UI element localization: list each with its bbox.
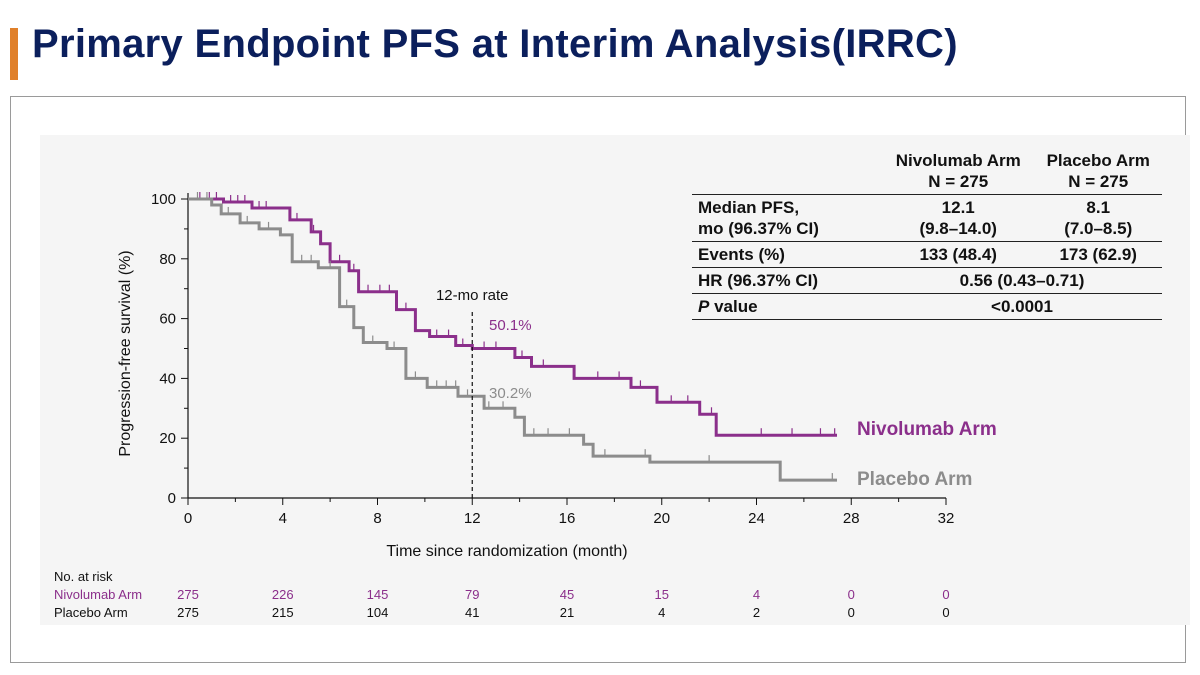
median-pfs-label: Median PFS, mo (96.37% CI)	[692, 194, 882, 242]
placebo-survival-curve	[188, 197, 837, 482]
risk-row-label-nivolumab: Nivolumab Arm	[54, 587, 143, 602]
y-axis-label: Progression-free survival (%)	[117, 250, 134, 456]
summary-header-placebo-line2: N = 275	[1068, 172, 1129, 191]
x-tick-label: 0	[184, 510, 192, 527]
y-tick-label: 60	[159, 311, 176, 328]
title-accent-bar	[10, 28, 18, 80]
x-tick-label: 16	[559, 510, 576, 527]
risk-value-nivolumab: 0	[847, 587, 855, 602]
risk-value-nivolumab: 45	[559, 587, 575, 602]
risk-value-placebo: 0	[942, 605, 950, 620]
slide-title: Primary Endpoint PFS at Interim Analysis…	[32, 22, 958, 66]
risk-value-nivolumab: 275	[177, 587, 199, 602]
y-tick-label: 0	[168, 490, 176, 507]
x-tick-label: 8	[373, 510, 381, 527]
x-tick-label: 24	[748, 510, 765, 527]
nivolumab-12mo-rate: 50.1%	[489, 317, 532, 334]
median-pfs-nivolumab: 12.1 (9.8–14.0)	[882, 194, 1035, 242]
p-value-label-italic: P	[698, 297, 710, 316]
risk-value-nivolumab: 15	[654, 587, 669, 602]
risk-value-placebo: 2	[752, 605, 761, 620]
risk-value-placebo: 275	[177, 605, 199, 620]
risk-value-placebo: 21	[559, 605, 575, 620]
chart-series-layer	[188, 192, 837, 482]
risk-value-placebo: 0	[847, 605, 855, 620]
x-axis-label: Time since randomization (month)	[386, 543, 627, 560]
summary-header-placebo-line1: Placebo Arm	[1046, 151, 1150, 170]
chart-annotation-layer: 12-mo rate 50.1% 30.2% Nivolumab Arm Placebo…	[436, 287, 997, 498]
placebo-end-label: Placebo Arm	[857, 469, 972, 490]
median-pfs-label-line1: Median PFS,	[698, 198, 800, 217]
summary-row-p-value: P value <0.0001	[692, 293, 1162, 320]
risk-value-nivolumab: 145	[366, 587, 389, 602]
summary-header-nivolumab: Nivolumab Arm N = 275	[882, 148, 1034, 195]
summary-header-placebo: Placebo Arm N = 275	[1034, 148, 1162, 195]
p-value: <0.0001	[882, 293, 1162, 320]
events-placebo: 173 (62.9)	[1034, 241, 1162, 268]
risk-value-nivolumab: 0	[942, 587, 950, 602]
events-label: Events (%)	[692, 241, 882, 268]
risk-value-nivolumab: 4	[752, 587, 761, 602]
p-value-label-rest: value	[709, 297, 758, 316]
p-value-label: P value	[692, 293, 882, 320]
summary-header-nivolumab-line1: Nivolumab Arm	[895, 151, 1021, 170]
x-tick-label: 28	[843, 510, 860, 527]
nivolumab-survival-curve	[188, 197, 837, 437]
y-tick-label: 100	[151, 191, 176, 208]
risk-value-placebo: 41	[465, 605, 480, 620]
y-tick-label: 40	[159, 370, 176, 387]
summary-header-nivolumab-line2: N = 275	[928, 172, 989, 191]
y-tick-label: 80	[159, 251, 176, 268]
median-pfs-placebo: 8.1 (7.0–8.5)	[1034, 194, 1162, 242]
x-tick-label: 4	[279, 510, 287, 527]
nivolumab-end-label: Nivolumab Arm	[857, 419, 997, 440]
chart-axes: 0 4 8 12 16 20 24 28 32 0 20 40 60 80 100 Time since ra…	[117, 191, 954, 560]
median-pfs-nivolumab-line1: 12.1	[941, 198, 975, 217]
risk-value-nivolumab: 226	[271, 587, 294, 602]
summary-header-row: Nivolumab Arm N = 275 Placebo Arm N = 27…	[692, 148, 1162, 195]
median-pfs-nivolumab-line2: (9.8–14.0)	[919, 219, 997, 238]
placebo-12mo-rate: 30.2%	[489, 385, 532, 402]
x-tick-label: 12	[464, 510, 481, 527]
summary-row-median-pfs: Median PFS, mo (96.37% CI) 12.1 (9.8–14.…	[692, 194, 1162, 242]
hr-value: 0.56 (0.43–0.71)	[882, 267, 1162, 294]
summary-table: Nivolumab Arm N = 275 Placebo Arm N = 27…	[692, 148, 1162, 320]
summary-row-hr: HR (96.37% CI) 0.56 (0.43–0.71)	[692, 267, 1162, 294]
hr-label: HR (96.37% CI)	[692, 267, 882, 294]
summary-row-events: Events (%) 133 (48.4) 173 (62.9)	[692, 241, 1162, 268]
x-tick-label: 20	[653, 510, 670, 527]
y-tick-label: 20	[159, 430, 176, 447]
twelve-month-rate-label: 12-mo rate	[436, 287, 509, 304]
median-pfs-label-line2: mo (96.37% CI)	[698, 219, 819, 238]
risk-value-placebo: 4	[658, 605, 666, 620]
summary-header-blank	[692, 148, 882, 195]
x-tick-label: 32	[938, 510, 955, 527]
events-nivolumab: 133 (48.4)	[882, 241, 1035, 268]
risk-value-nivolumab: 79	[465, 587, 480, 602]
risk-row-label-placebo: Placebo Arm	[54, 605, 128, 620]
median-pfs-placebo-line2: (7.0–8.5)	[1064, 219, 1133, 238]
risk-value-placebo: 215	[271, 605, 294, 620]
risk-value-placebo: 104	[366, 605, 389, 620]
risk-table-title: No. at risk	[54, 569, 113, 584]
median-pfs-placebo-line1: 8.1	[1086, 198, 1111, 217]
